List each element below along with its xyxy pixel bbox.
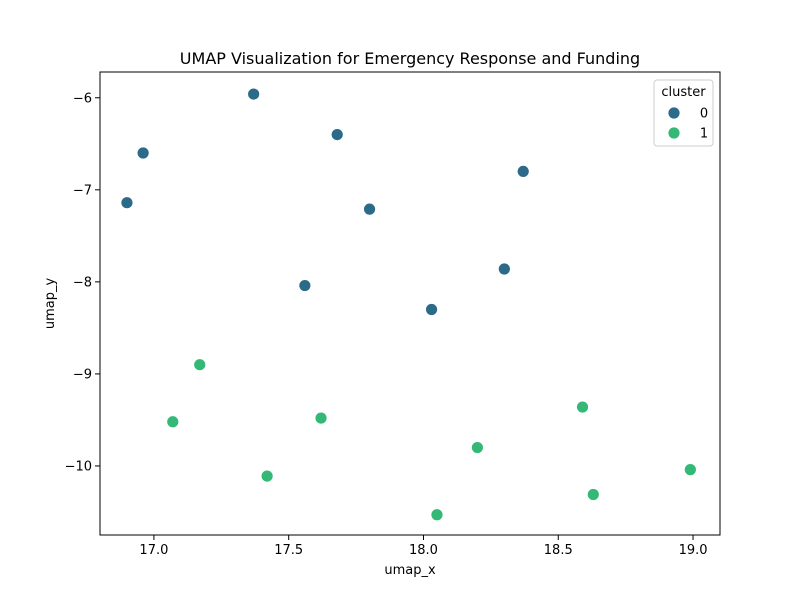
x-tick-label: 19.0 xyxy=(679,543,708,558)
data-point-cluster-1 xyxy=(166,415,180,429)
data-point-cluster-1 xyxy=(430,508,444,522)
data-point-cluster-1 xyxy=(260,469,274,483)
x-tick-label: 17.0 xyxy=(139,543,168,558)
data-point-cluster-0 xyxy=(120,196,134,210)
data-point-cluster-0 xyxy=(136,146,150,160)
data-point-cluster-1 xyxy=(683,463,697,477)
y-tick-label: −8 xyxy=(73,275,92,290)
data-point-cluster-0 xyxy=(330,128,344,141)
legend-marker-1 xyxy=(667,126,681,140)
data-point-cluster-1 xyxy=(586,488,600,501)
legend-marker-0 xyxy=(667,106,681,120)
x-tick-label: 18.0 xyxy=(409,543,438,558)
data-point-cluster-1 xyxy=(193,358,207,372)
data-point-cluster-0 xyxy=(516,165,530,178)
chart-title: UMAP Visualization for Emergency Respons… xyxy=(180,49,640,68)
data-point-cluster-0 xyxy=(247,87,261,101)
y-axis-title: umap_y xyxy=(43,278,58,330)
plot-frame xyxy=(99,71,721,536)
data-point-cluster-0 xyxy=(425,303,438,316)
data-point-cluster-1 xyxy=(470,441,484,454)
data-point-cluster-0 xyxy=(298,279,312,292)
data-point-cluster-0 xyxy=(497,262,511,276)
data-point-cluster-1 xyxy=(576,400,589,414)
x-tick-label: 18.5 xyxy=(544,543,573,558)
x-axis-title: umap_x xyxy=(384,563,436,578)
legend-title: cluster xyxy=(661,85,706,100)
data-point-cluster-0 xyxy=(363,202,376,216)
x-tick-label: 17.5 xyxy=(274,543,303,558)
legend-label-1: 1 xyxy=(700,127,708,142)
y-tick-label: −6 xyxy=(73,91,92,106)
y-tick-label: −7 xyxy=(73,183,92,198)
legend-label-0: 0 xyxy=(700,107,708,122)
y-tick-label: −10 xyxy=(65,459,92,474)
y-tick-label: −9 xyxy=(73,367,92,382)
data-point-cluster-1 xyxy=(314,411,328,425)
